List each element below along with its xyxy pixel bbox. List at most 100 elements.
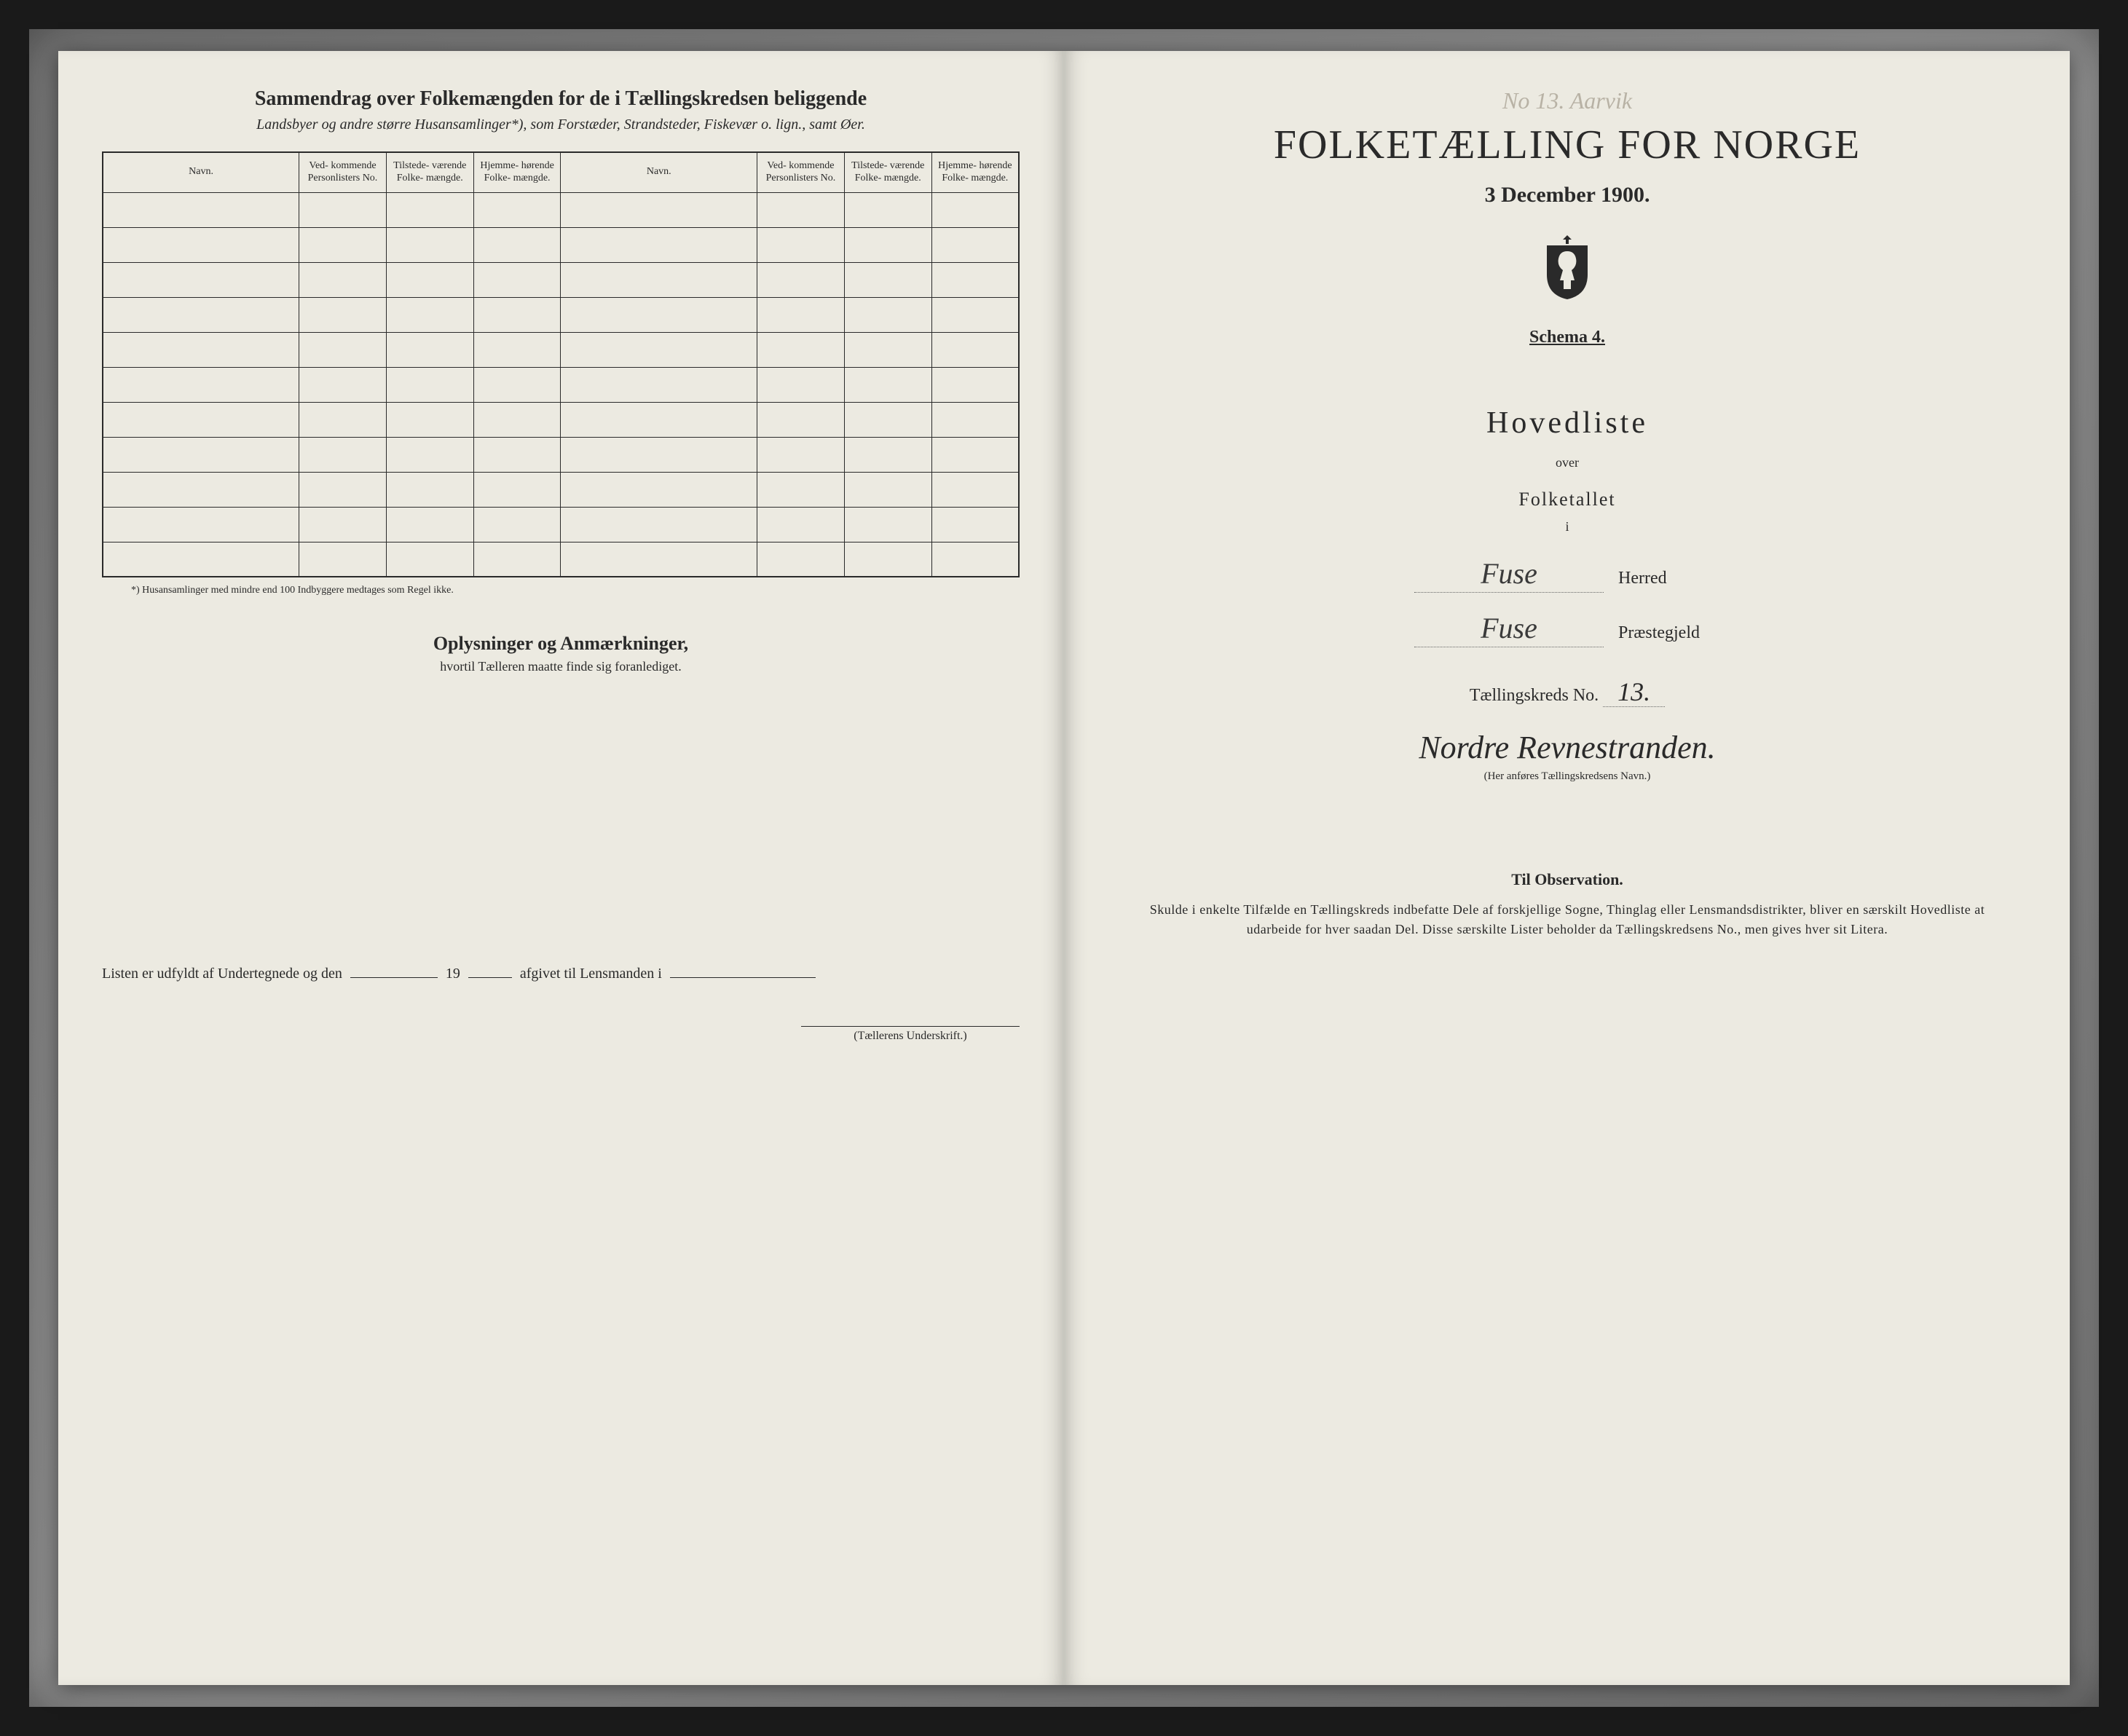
kreds-number: 13. [1603, 677, 1665, 707]
table-cell [386, 402, 473, 437]
sign-rule [801, 1026, 1020, 1027]
ops-title: Oplysninger og Anmærkninger, [102, 633, 1020, 655]
pencil-annotation: No 13. Aarvik [1108, 87, 2026, 114]
table-cell [561, 472, 757, 507]
table-cell [473, 507, 561, 542]
table-cell [757, 192, 845, 227]
sig-blank-3 [670, 977, 816, 978]
table-cell [844, 227, 931, 262]
table-cell [844, 297, 931, 332]
table-row [103, 437, 1019, 472]
table-cell [103, 332, 299, 367]
table-cell [931, 542, 1019, 577]
kreds-row: Tællingskreds No. 13. [1108, 676, 2026, 707]
th-tilst-2: Tilstede- værende Folke- mængde. [844, 152, 931, 192]
table-cell [386, 227, 473, 262]
table-cell [299, 402, 387, 437]
signature-line: Listen er udfyldt af Undertegnede og den… [102, 966, 1020, 982]
summary-table: Navn. Ved- kommende Personlisters No. Ti… [102, 151, 1020, 577]
table-cell [299, 507, 387, 542]
table-cell [299, 542, 387, 577]
table-footnote: *) Husansamlinger med mindre end 100 Ind… [102, 585, 1020, 596]
table-cell [757, 402, 845, 437]
table-cell [386, 507, 473, 542]
table-cell [844, 192, 931, 227]
praestegjeld-row: Fuse Præstegjeld [1108, 611, 2026, 647]
table-cell [561, 507, 757, 542]
table-cell [299, 262, 387, 297]
table-cell [386, 472, 473, 507]
table-row [103, 192, 1019, 227]
table-cell [103, 472, 299, 507]
table-cell [473, 472, 561, 507]
table-cell [757, 367, 845, 402]
praestegjeld-value: Fuse [1414, 611, 1604, 647]
th-navn-1: Navn. [103, 152, 299, 192]
observation-body: Skulde i enkelte Tilfælde en Tællingskre… [1108, 900, 2026, 939]
table-cell [386, 437, 473, 472]
table-cell [561, 297, 757, 332]
table-cell [103, 367, 299, 402]
table-cell [931, 367, 1019, 402]
table-cell [844, 402, 931, 437]
th-tilst-1: Tilstede- værende Folke- mængde. [386, 152, 473, 192]
table-cell [844, 262, 931, 297]
table-cell [386, 367, 473, 402]
table-cell [844, 542, 931, 577]
table-cell [561, 262, 757, 297]
table-cell [386, 192, 473, 227]
table-cell [931, 332, 1019, 367]
table-cell [473, 332, 561, 367]
table-row [103, 297, 1019, 332]
table-cell [844, 367, 931, 402]
table-cell [757, 332, 845, 367]
ops-subtitle: hvortil Tælleren maatte finde sig foranl… [102, 659, 1020, 674]
th-navn-2: Navn. [561, 152, 757, 192]
table-cell [103, 402, 299, 437]
table-cell [561, 542, 757, 577]
th-hjem-1: Hjemme- hørende Folke- mængde. [473, 152, 561, 192]
sig-prefix: Listen er udfyldt af Undertegnede og den [102, 966, 342, 982]
table-cell [844, 332, 931, 367]
kreds-name: Nordre Revnestranden. [1108, 729, 2026, 766]
table-row [103, 472, 1019, 507]
sig-suffix: afgivet til Lensmanden i [520, 966, 662, 982]
table-cell [561, 192, 757, 227]
table-cell [757, 437, 845, 472]
table-cell [299, 332, 387, 367]
folketallet-label: Folketallet [1108, 489, 2026, 510]
table-cell [299, 472, 387, 507]
observation-title: Til Observation. [1108, 870, 2026, 889]
table-cell [386, 297, 473, 332]
table-cell [931, 472, 1019, 507]
table-cell [844, 507, 931, 542]
table-cell [844, 472, 931, 507]
kreds-name-caption: (Her anføres Tællingskredsens Navn.) [1108, 770, 2026, 783]
table-cell [299, 297, 387, 332]
table-cell [561, 367, 757, 402]
table-cell [844, 437, 931, 472]
table-cell [103, 542, 299, 577]
table-cell [757, 297, 845, 332]
table-row [103, 402, 1019, 437]
table-cell [473, 542, 561, 577]
th-vedk-2: Ved- kommende Personlisters No. [757, 152, 845, 192]
main-title: FOLKETÆLLING FOR NORGE [1108, 122, 2026, 168]
book-spread: Sammendrag over Folkemængden for de i Tæ… [58, 51, 2070, 1685]
table-cell [757, 542, 845, 577]
table-cell [931, 507, 1019, 542]
table-row [103, 332, 1019, 367]
table-cell [757, 262, 845, 297]
right-page: No 13. Aarvik FOLKETÆLLING FOR NORGE 3 D… [1065, 51, 2070, 1685]
sign-caption: (Tællerens Underskrift.) [801, 1030, 1020, 1043]
table-cell [103, 507, 299, 542]
table-cell [299, 227, 387, 262]
coat-of-arms-icon [1108, 229, 2026, 306]
th-hjem-2: Hjemme- hørende Folke- mængde. [931, 152, 1019, 192]
herred-row: Fuse Herred [1108, 556, 2026, 593]
sig-blank-2 [468, 977, 512, 978]
table-row [103, 262, 1019, 297]
sig-year: 19 [446, 966, 460, 982]
table-cell [386, 332, 473, 367]
census-date: 3 December 1900. [1108, 183, 2026, 208]
